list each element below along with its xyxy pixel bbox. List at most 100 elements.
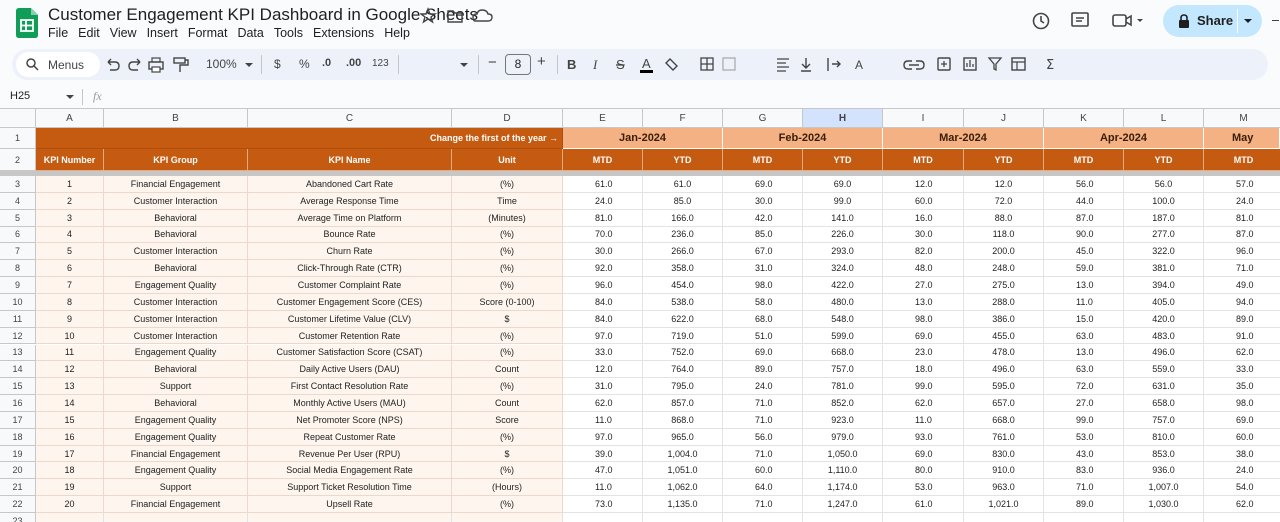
value-cell[interactable]: 96.0 — [1204, 243, 1280, 261]
kpi-info-cell[interactable]: 20 — [36, 496, 104, 513]
value-cell[interactable]: 85.0 — [643, 192, 723, 210]
value-cell[interactable]: 910.0 — [964, 462, 1044, 480]
kpi-info-cell[interactable]: 19 — [36, 479, 104, 497]
value-cell[interactable]: 857.0 — [643, 395, 723, 412]
value-cell[interactable]: 658.0 — [1124, 395, 1204, 412]
value-cell[interactable]: 965.0 — [643, 428, 723, 446]
value-cell[interactable]: 381.0 — [1124, 260, 1204, 278]
sheets-logo[interactable] — [16, 8, 38, 38]
kpi-info-cell[interactable]: Behavioral — [104, 260, 248, 278]
value-cell[interactable]: 60.0 — [723, 462, 803, 480]
kpi-info-cell[interactable]: (%) — [452, 176, 563, 193]
value-cell[interactable]: 53.0 — [883, 479, 964, 497]
empty-cell[interactable] — [1204, 513, 1280, 522]
kpi-info-cell[interactable]: Support — [104, 479, 248, 497]
empty-cell[interactable] — [723, 513, 803, 522]
value-cell[interactable]: 48.0 — [883, 260, 964, 278]
menu-item[interactable]: Help — [384, 26, 410, 40]
increase-decimal[interactable]: .00 — [346, 57, 362, 69]
value-cell[interactable]: 11.0 — [563, 411, 643, 429]
value-cell[interactable]: 93.0 — [883, 428, 964, 446]
value-cell[interactable]: 478.0 — [964, 344, 1044, 362]
value-cell[interactable]: 187.0 — [1124, 209, 1204, 227]
value-cell[interactable]: 830.0 — [964, 445, 1044, 463]
value-cell[interactable]: 89.0 — [1044, 496, 1124, 513]
value-cell[interactable]: 631.0 — [1124, 378, 1204, 396]
kpi-info-cell[interactable]: Bounce Rate — [248, 226, 452, 244]
value-cell[interactable]: 496.0 — [1124, 344, 1204, 362]
kpi-info-cell[interactable]: 8 — [36, 293, 104, 311]
kpi-info-cell[interactable]: 15 — [36, 411, 104, 429]
kpi-info-cell[interactable]: (%) — [452, 462, 563, 480]
value-cell[interactable]: 56.0 — [1044, 176, 1124, 193]
value-cell[interactable]: 56.0 — [723, 428, 803, 446]
kpi-info-cell[interactable]: (%) — [452, 496, 563, 513]
value-cell[interactable]: 99.0 — [803, 192, 883, 210]
value-cell[interactable]: 94.0 — [1204, 294, 1280, 311]
value-cell[interactable]: 88.0 — [964, 209, 1044, 227]
menu-item[interactable]: Data — [237, 26, 264, 40]
kpi-info-cell[interactable]: Upsell Rate — [248, 496, 452, 513]
value-cell[interactable]: 82.0 — [883, 243, 964, 261]
value-cell[interactable]: 53.0 — [1044, 428, 1124, 446]
empty-cell[interactable] — [1124, 513, 1204, 522]
kpi-info-cell[interactable]: Engagement Quality — [104, 411, 248, 429]
value-cell[interactable]: 27.0 — [883, 277, 964, 294]
kpi-info-cell[interactable]: $ — [452, 310, 563, 328]
value-cell[interactable]: 69.0 — [883, 327, 964, 345]
value-cell[interactable]: 405.0 — [1124, 293, 1204, 311]
percent-format[interactable]: % — [299, 57, 310, 71]
menu-item[interactable]: Format — [187, 26, 228, 40]
value-cell[interactable]: 24.0 — [563, 192, 643, 210]
kpi-info-cell[interactable]: Engagement Quality — [104, 462, 248, 480]
value-cell[interactable]: 226.0 — [803, 226, 883, 244]
value-cell[interactable]: 622.0 — [643, 310, 723, 328]
zoom[interactable]: 100% — [206, 57, 237, 71]
value-cell[interactable]: 595.0 — [964, 378, 1044, 396]
value-cell[interactable]: 62.0 — [1204, 345, 1280, 362]
value-cell[interactable]: 1,050.0 — [803, 445, 883, 463]
value-cell[interactable]: 266.0 — [643, 243, 723, 261]
value-cell[interactable]: 454.0 — [643, 277, 723, 294]
kpi-info-cell[interactable]: (Minutes) — [452, 209, 563, 227]
value-cell[interactable]: 599.0 — [803, 327, 883, 345]
value-cell[interactable]: 483.0 — [1124, 327, 1204, 345]
kpi-info-cell[interactable]: 18 — [36, 462, 104, 480]
kpi-info-cell[interactable]: Engagement Quality — [104, 277, 248, 294]
kpi-info-cell[interactable]: 17 — [36, 445, 104, 463]
kpi-info-cell[interactable]: Customer Lifetime Value (CLV) — [248, 310, 452, 328]
value-cell[interactable]: 15.0 — [1044, 310, 1124, 328]
value-cell[interactable]: 24.0 — [1204, 462, 1280, 480]
value-cell[interactable]: 87.0 — [1204, 227, 1280, 244]
kpi-info-cell[interactable]: Monthly Active Users (MAU) — [248, 395, 452, 412]
value-cell[interactable]: 69.0 — [1204, 412, 1280, 429]
menu-item[interactable]: Extensions — [313, 26, 375, 40]
value-cell[interactable]: 60.0 — [1204, 429, 1280, 446]
kpi-info-cell[interactable]: Financial Engagement — [104, 496, 248, 513]
value-cell[interactable]: 97.0 — [563, 327, 643, 345]
value-cell[interactable]: 69.0 — [803, 176, 883, 193]
kpi-info-cell[interactable]: Behavioral — [104, 226, 248, 244]
value-cell[interactable]: 67.0 — [723, 243, 803, 261]
value-cell[interactable]: 49.0 — [1204, 277, 1280, 294]
value-cell[interactable]: 852.0 — [803, 395, 883, 412]
name-box[interactable]: H25 — [10, 90, 31, 102]
kpi-info-cell[interactable]: Behavioral — [104, 395, 248, 412]
empty-cell[interactable] — [643, 513, 723, 522]
value-cell[interactable]: 358.0 — [643, 260, 723, 278]
kpi-info-cell[interactable]: Engagement Quality — [104, 428, 248, 446]
value-cell[interactable]: 322.0 — [1124, 243, 1204, 261]
value-cell[interactable]: 668.0 — [803, 344, 883, 362]
value-cell[interactable]: 72.0 — [1044, 378, 1124, 396]
value-cell[interactable]: 200.0 — [964, 243, 1044, 261]
kpi-info-cell[interactable]: 4 — [36, 226, 104, 244]
kpi-info-cell[interactable]: Click-Through Rate (CTR) — [248, 260, 452, 278]
value-cell[interactable]: 30.0 — [883, 226, 964, 244]
value-cell[interactable]: 12.0 — [563, 361, 643, 379]
menu-item[interactable]: Edit — [78, 26, 100, 40]
value-cell[interactable]: 71.0 — [723, 411, 803, 429]
value-cell[interactable]: 277.0 — [1124, 226, 1204, 244]
empty-cell[interactable] — [104, 513, 248, 522]
kpi-info-cell[interactable]: Engagement Quality — [104, 344, 248, 362]
value-cell[interactable]: 936.0 — [1124, 462, 1204, 480]
